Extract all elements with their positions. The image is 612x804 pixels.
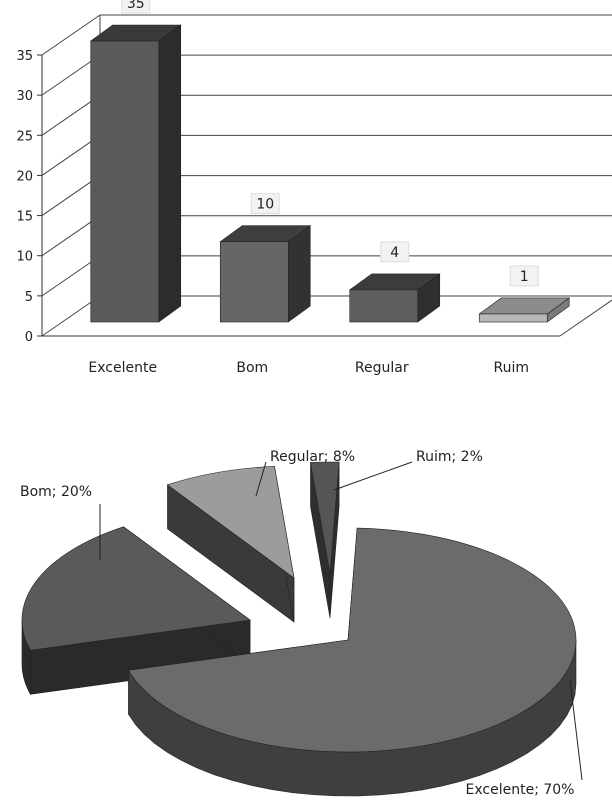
data-label: 4 <box>390 245 399 261</box>
leader-line <box>569 679 583 781</box>
pie-label: Excelente; 70% <box>466 782 575 798</box>
pie-label: Bom; 20% <box>20 484 92 500</box>
pie-chart: Excelente; 70% Bom; 20% Regular; 8% Ruim; 2… <box>20 449 583 798</box>
bar-side <box>158 24 182 323</box>
gridline-diagonal <box>41 255 101 297</box>
bar-regular <box>349 289 419 323</box>
x-tick-label: Regular <box>355 360 409 376</box>
y-tick-label: 15 <box>16 210 33 225</box>
y-tick-label: 30 <box>16 89 33 104</box>
gridline-diagonal <box>41 54 101 96</box>
gridline-diagonal <box>41 215 101 257</box>
data-label-box <box>121 0 151 14</box>
y-tick-label: 0 <box>25 330 33 345</box>
gridline-diagonal <box>41 175 101 216</box>
gridline-diagonal <box>41 14 101 56</box>
y-tick-label: 20 <box>16 169 33 184</box>
pie-slice-regular <box>166 466 295 579</box>
pie-slice-bom <box>21 526 251 651</box>
pie-label: Regular; 8% <box>270 449 355 465</box>
bar-side <box>287 225 311 323</box>
data-label-box <box>250 193 280 215</box>
y-tick-label: 25 <box>16 129 33 144</box>
gridline-diagonal <box>41 94 101 136</box>
pie-label: Ruim; 2% <box>416 449 483 465</box>
bar-chart: 0 5 10 15 20 25 30 35 35 Excelente 10 Bom 4 Regular 1 R… <box>16 0 612 376</box>
pie-slice-ruim <box>310 461 340 575</box>
x-tick-label: Bom <box>236 360 268 376</box>
gridline-diagonal <box>41 135 101 176</box>
y-tick-label: 5 <box>25 290 33 305</box>
bar-bom <box>219 241 289 323</box>
bar-ruim <box>478 313 548 323</box>
leader-line <box>255 461 267 497</box>
x-tick-label: Excelente <box>88 360 157 376</box>
pie-slice-excelente <box>128 527 577 753</box>
leader-line <box>333 461 413 491</box>
y-tick-label: 10 <box>16 250 33 265</box>
data-label-box <box>380 241 410 263</box>
gridline-diagonal <box>41 295 101 337</box>
data-label: 10 <box>256 197 274 213</box>
data-label: 1 <box>520 269 529 285</box>
bar-excelente <box>90 40 160 323</box>
floor-edge <box>559 299 612 337</box>
data-label-box <box>509 265 539 287</box>
y-tick-label: 35 <box>16 49 33 64</box>
data-label: 35 <box>127 0 145 12</box>
x-tick-label: Ruim <box>494 360 530 376</box>
